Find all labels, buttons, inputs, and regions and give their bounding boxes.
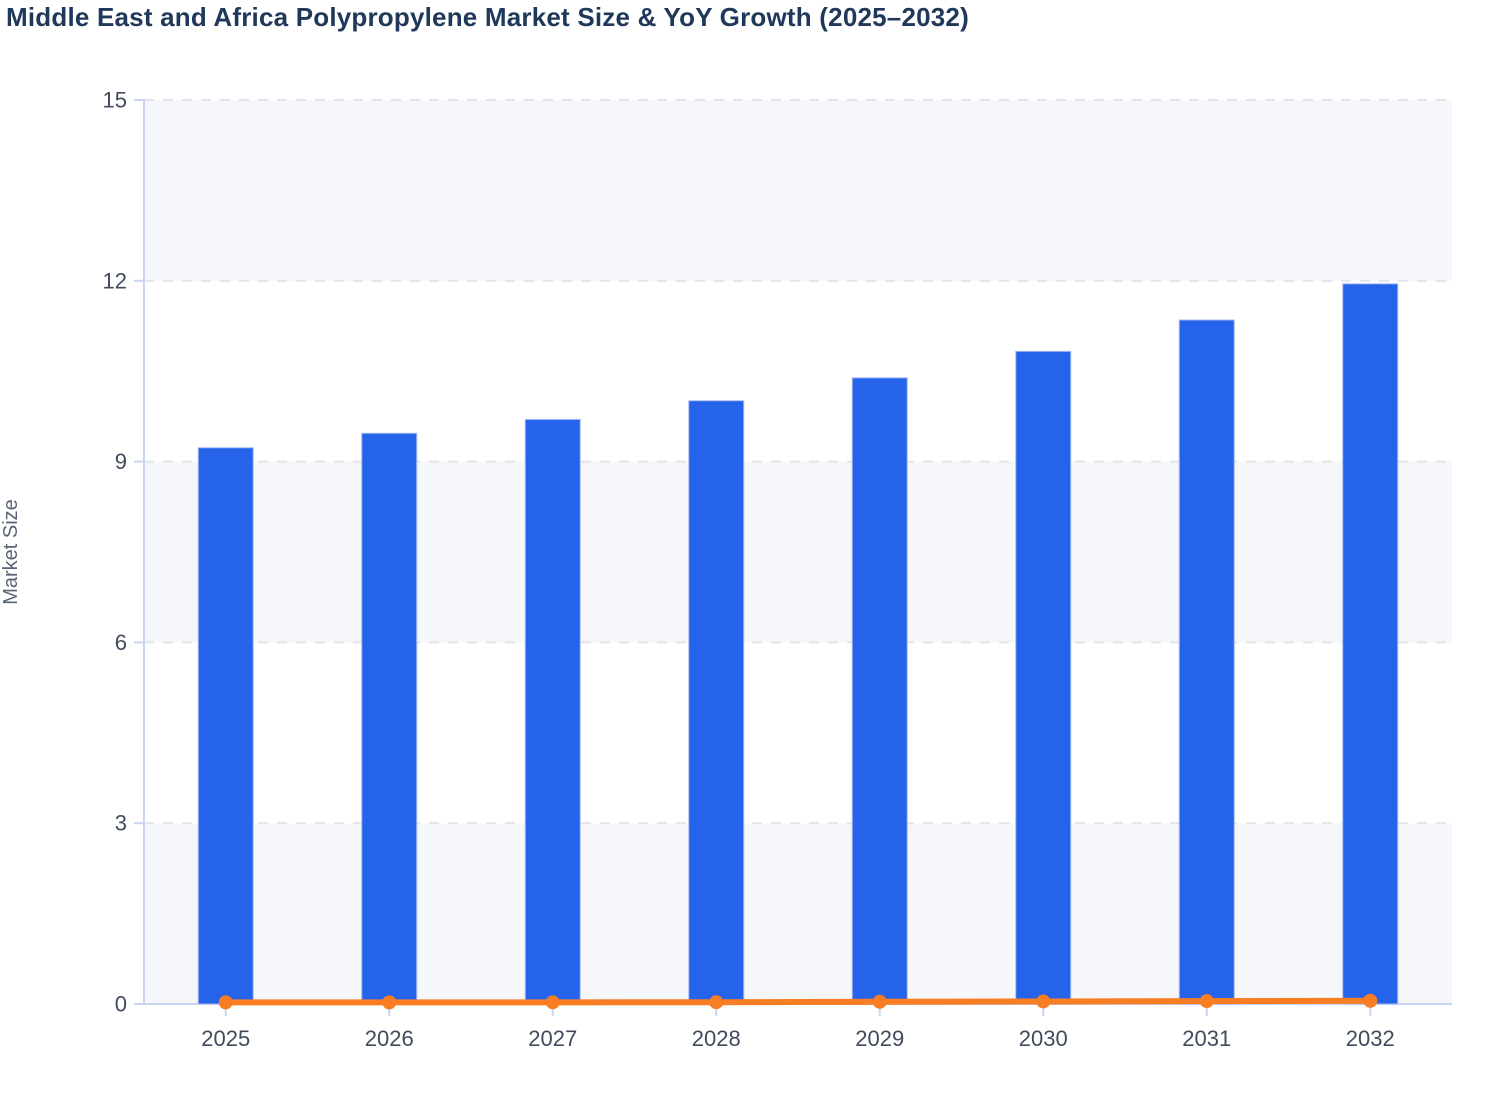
plot-band-6-9 bbox=[144, 461, 1452, 643]
bar-2031[interactable] bbox=[1178, 319, 1235, 1005]
yoy-marker-2030[interactable] bbox=[1036, 994, 1051, 1009]
x-tick-label-2028: 2028 bbox=[692, 1026, 741, 1051]
yoy-growth-line[interactable] bbox=[222, 997, 1374, 1006]
plot-band-9-12 bbox=[144, 280, 1452, 462]
bar-2030[interactable] bbox=[1015, 350, 1072, 1005]
yoy-marker-2027[interactable] bbox=[545, 995, 560, 1010]
plot-band-0-3 bbox=[144, 823, 1452, 1004]
bar-2025[interactable] bbox=[197, 447, 254, 1005]
yoy-marker-2032[interactable] bbox=[1363, 993, 1378, 1008]
bar-2028[interactable] bbox=[688, 400, 745, 1005]
x-tick-label-2030: 2030 bbox=[1019, 1026, 1068, 1051]
y-axis-title: Market Size bbox=[0, 499, 22, 605]
bar-2027[interactable] bbox=[524, 418, 581, 1005]
yoy-marker-2026[interactable] bbox=[382, 995, 397, 1010]
x-tick-label-2029: 2029 bbox=[855, 1026, 904, 1051]
bar-2026[interactable] bbox=[361, 432, 418, 1005]
x-tick-label-2031: 2031 bbox=[1182, 1026, 1231, 1051]
bar-2029[interactable] bbox=[851, 377, 908, 1005]
y-tick-label-6: 6 bbox=[115, 630, 127, 655]
yoy-marker-2028[interactable] bbox=[709, 995, 724, 1010]
y-tick-label-3: 3 bbox=[115, 811, 127, 836]
bar-2032[interactable] bbox=[1342, 283, 1399, 1005]
y-tick-label-0: 0 bbox=[115, 992, 127, 1017]
plot-band-12-15 bbox=[144, 100, 1452, 281]
y-tick-label-15: 15 bbox=[103, 88, 127, 113]
x-tick-label-2025: 2025 bbox=[201, 1026, 250, 1051]
x-tick-label-2026: 2026 bbox=[365, 1026, 414, 1051]
chart-title: Middle East and Africa Polypropylene Mar… bbox=[6, 2, 969, 32]
yoy-marker-2025[interactable] bbox=[218, 995, 233, 1010]
y-tick-label-9: 9 bbox=[115, 449, 127, 474]
y-tick-label-12: 12 bbox=[103, 268, 127, 293]
x-tick-label-2027: 2027 bbox=[528, 1026, 577, 1051]
yoy-marker-2029[interactable] bbox=[872, 994, 887, 1009]
plot-band-3-6 bbox=[144, 642, 1452, 824]
x-tick-label-2032: 2032 bbox=[1346, 1026, 1395, 1051]
yoy-marker-2031[interactable] bbox=[1199, 994, 1214, 1009]
